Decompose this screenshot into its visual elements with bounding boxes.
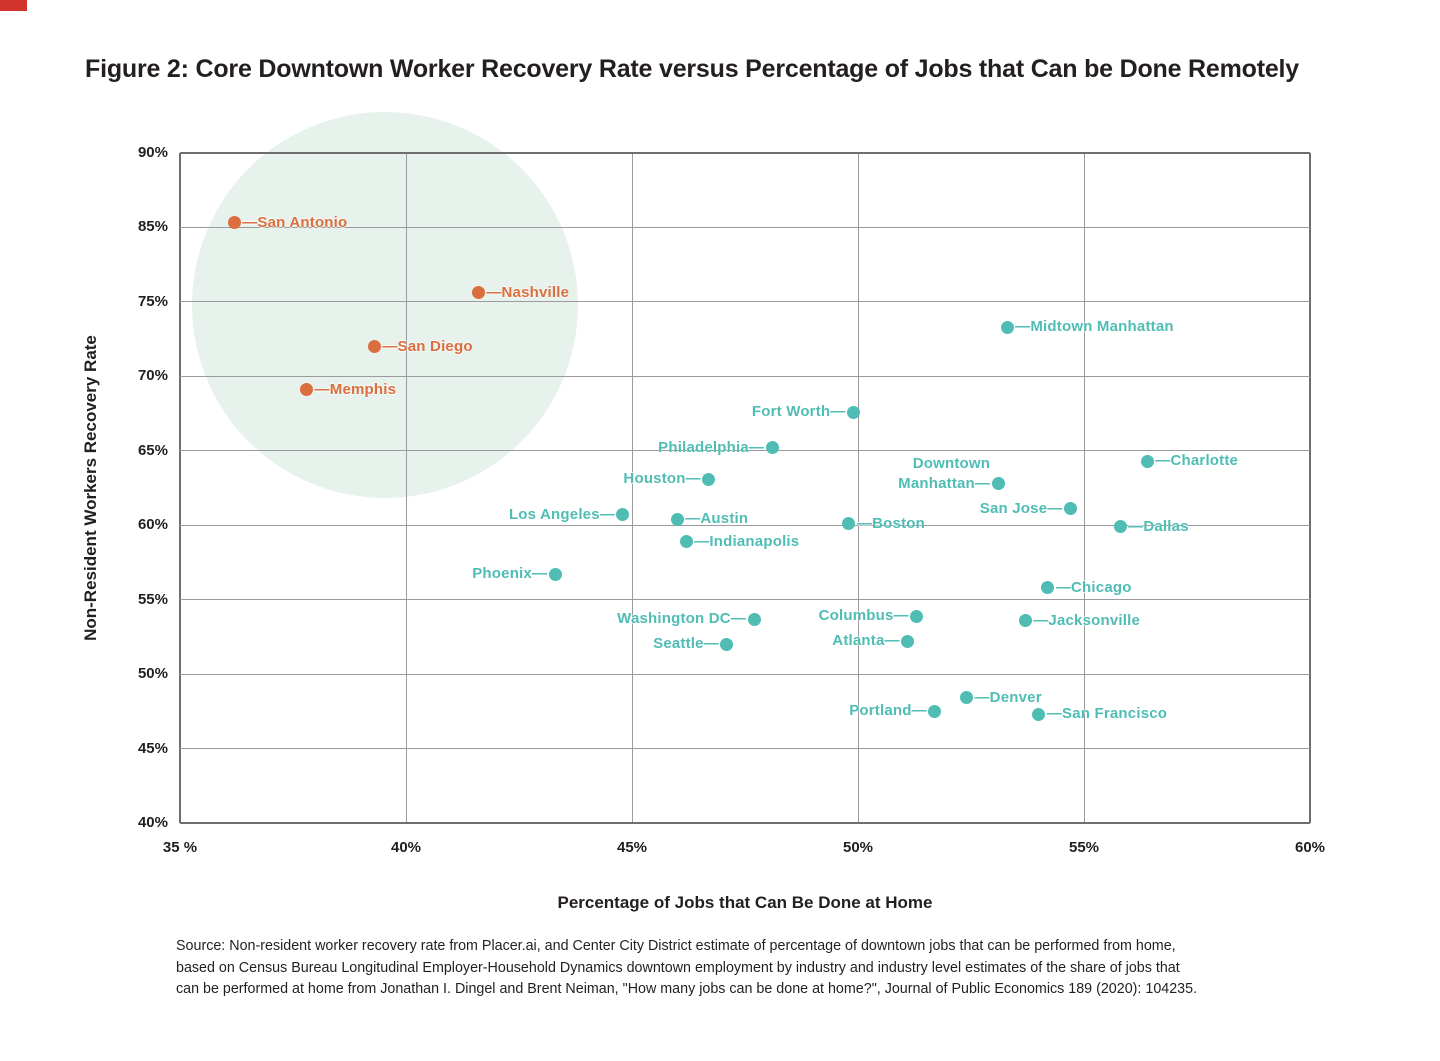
y-tick-label-40: 40% — [137, 814, 168, 831]
gridline-y-90 — [180, 152, 1310, 154]
highlight-circle — [192, 112, 578, 498]
data-point-atlanta — [901, 634, 915, 648]
point-label-austin: —Austin — [685, 510, 749, 528]
data-point-los-angeles — [616, 508, 630, 522]
point-label-washington-dc: Washington DC— — [617, 610, 747, 628]
point-label-fort-worth: Fort Worth— — [751, 403, 846, 421]
data-point-phoenix — [548, 567, 562, 581]
point-label-downtown-manhattan: Downtown Manhattan— — [898, 454, 991, 492]
y-tick-label-65: 65% — [137, 441, 168, 459]
point-label-chicago: —Chicago — [1055, 578, 1132, 596]
data-point-washington-dc — [747, 612, 761, 626]
data-point-midtown-manhattan — [1000, 320, 1014, 334]
point-label-indianapolis: —Indianapolis — [694, 532, 800, 550]
data-point-denver — [959, 691, 973, 705]
point-label-nashville: —Nashville — [486, 283, 570, 301]
data-point-memphis — [300, 383, 314, 397]
y-tick-label-85: 85% — [137, 218, 168, 236]
gridline-y-50 — [180, 673, 1310, 675]
page-corner-red-mark — [0, 0, 27, 11]
y-tick-label-55: 55% — [137, 590, 168, 608]
data-point-seattle — [720, 637, 734, 651]
x-tick-label-60: 60% — [1294, 839, 1326, 856]
point-label-seattle: Seattle— — [653, 635, 719, 653]
gridline-y-65 — [180, 450, 1310, 452]
point-label-boston: —Boston — [856, 514, 926, 532]
data-point-san-diego — [367, 340, 381, 354]
x-tick-label-55: 55% — [1068, 839, 1100, 856]
point-label-philadelphia: Philadelphia— — [658, 438, 765, 456]
point-label-midtown-manhattan: —Midtown Manhattan — [1015, 318, 1174, 336]
point-label-san-diego: —San Diego — [382, 337, 473, 355]
data-point-houston — [702, 472, 716, 486]
point-label-denver: —Denver — [974, 688, 1042, 706]
data-point-downtown-manhattan — [991, 477, 1005, 491]
point-label-atlanta: Atlanta— — [832, 632, 900, 650]
y-tick-label-70: 70% — [137, 367, 168, 385]
point-label-portland: Portland— — [849, 702, 927, 720]
gridline-y-70 — [180, 375, 1310, 377]
plot-area: —San Antonio —Nashville —San Diego —Memphis… — [179, 152, 1311, 824]
data-point-chicago — [1041, 581, 1055, 595]
point-label-jacksonville: —Jacksonville — [1033, 611, 1141, 629]
y-tick-label-90: 90% — [137, 144, 168, 161]
point-label-los-angeles: Los Angeles— — [508, 505, 615, 523]
data-point-charlotte — [1140, 454, 1154, 468]
data-point-san-jose — [1063, 502, 1077, 516]
gridline-x-40 — [405, 153, 407, 823]
figure-title: Figure 2: Core Downtown Worker Recovery … — [85, 55, 1299, 83]
data-point-dallas — [1113, 520, 1127, 534]
gridline-y-60 — [180, 524, 1310, 526]
gridline-y-55 — [180, 599, 1310, 601]
point-label-charlotte: —Charlotte — [1155, 452, 1239, 470]
source-note-line-3: can be performed at home from Jonathan I… — [176, 981, 1198, 998]
data-point-austin — [670, 512, 684, 526]
y-tick-label-50: 50% — [137, 665, 168, 683]
y-tick-label-75: 75% — [137, 292, 168, 310]
gridline-y-85 — [180, 226, 1310, 228]
gridline-y-75 — [180, 301, 1310, 303]
data-point-san-francisco — [1032, 707, 1046, 721]
gridline-y-45 — [180, 748, 1310, 750]
y-tick-label-60: 60% — [137, 516, 168, 534]
x-tick-label-50: 50% — [842, 839, 874, 856]
x-tick-label-35: 35 % — [162, 839, 198, 856]
point-label-memphis: —Memphis — [314, 380, 397, 398]
data-point-nashville — [471, 286, 485, 300]
x-tick-label-45: 45% — [616, 839, 648, 856]
data-point-indianapolis — [679, 535, 693, 549]
point-label-houston: Houston— — [623, 470, 701, 488]
gridline-x-50 — [857, 153, 859, 823]
y-tick-label-45: 45% — [137, 739, 168, 757]
x-axis-title: Percentage of Jobs that Can Be Done at H… — [557, 893, 933, 912]
source-note-line-2: based on Census Bureau Longitudinal Empl… — [176, 959, 1180, 976]
data-point-columbus — [910, 609, 924, 623]
x-tick-label-40: 40% — [390, 839, 422, 856]
gridline-x-45 — [631, 153, 633, 823]
gridline-x-55 — [1083, 153, 1085, 823]
data-point-san-antonio — [227, 216, 241, 230]
y-axis-title: Non-Resident Workers Recovery Rate — [81, 335, 100, 641]
point-label-san-jose: San Jose— — [979, 499, 1063, 517]
data-point-jacksonville — [1018, 614, 1032, 627]
point-label-dallas: —Dallas — [1128, 517, 1189, 535]
gridline-x-35 — [179, 153, 181, 823]
data-point-boston — [842, 517, 856, 531]
source-note-line-1: Source: Non-resident worker recovery rat… — [176, 938, 1176, 954]
data-point-portland — [928, 704, 942, 718]
source-note: Source: Non-resident worker recovery rat… — [176, 936, 1197, 1001]
point-label-columbus: Columbus— — [818, 607, 909, 625]
point-label-phoenix: Phoenix— — [472, 565, 548, 583]
gridline-x-60 — [1309, 153, 1311, 823]
data-point-philadelphia — [765, 441, 779, 455]
gridline-y-40 — [180, 822, 1310, 824]
point-label-san-antonio: —San Antonio — [242, 213, 348, 231]
point-label-san-francisco: —San Francisco — [1046, 705, 1168, 723]
data-point-fort-worth — [846, 405, 860, 419]
